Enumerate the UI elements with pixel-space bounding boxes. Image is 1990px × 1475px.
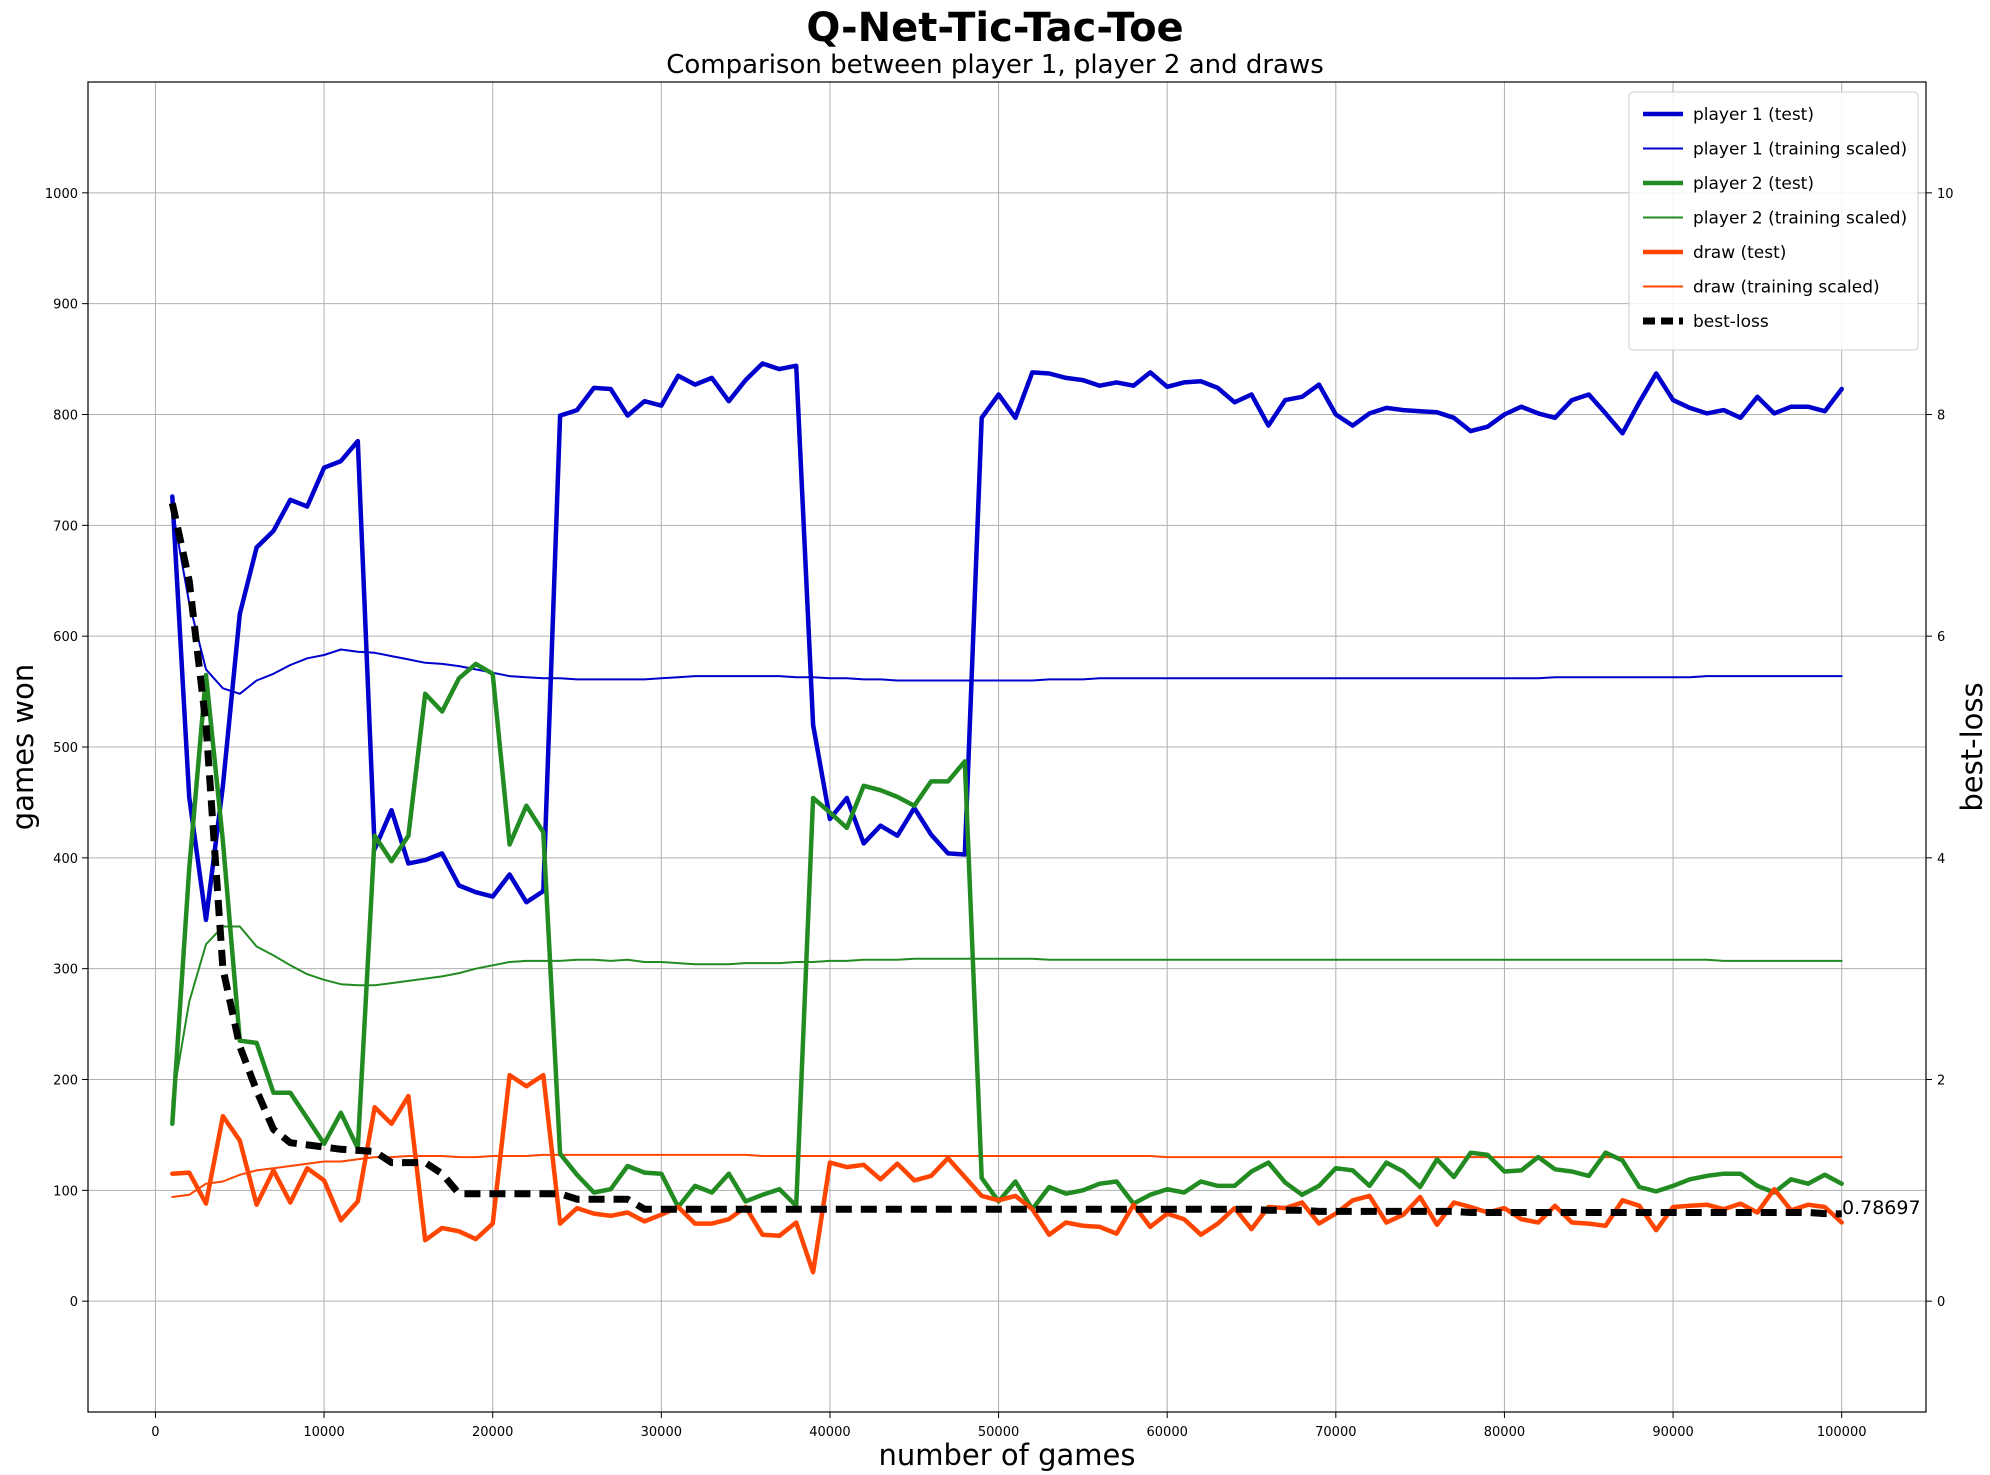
y2-tick-label: 2 [1937, 1074, 1945, 1089]
series-line [170, 661, 1844, 1212]
series-line [170, 361, 1844, 923]
x-axis-label: number of games [879, 1438, 1136, 1472]
y2-tick-label: 0 [1937, 1295, 1945, 1310]
y-tick-label: 100 [53, 1184, 78, 1199]
legend-box [1628, 91, 1919, 351]
legend-label: player 1 (training scaled) [1693, 140, 1907, 160]
y2-axis-ticks: 0 2 4 6 8 10 [1926, 187, 1954, 1310]
y-tick-label: 800 [53, 409, 78, 424]
y-tick-label: 600 [53, 630, 78, 645]
y2-tick-label: 6 [1937, 630, 1945, 645]
series-line [171, 925, 1843, 1103]
y2-axis-label: best-loss [1955, 682, 1989, 811]
x-tick-label: 60000 [1147, 1425, 1188, 1440]
x-axis-ticks: 0 10000 20000 30000 40000 50000 60000 70000 8000… [151, 1412, 1867, 1440]
x-tick-label: 10000 [303, 1425, 344, 1440]
legend-label: player 1 (test) [1693, 105, 1814, 125]
x-tick-label: 80000 [1484, 1425, 1525, 1440]
x-tick-label: 50000 [978, 1425, 1019, 1440]
x-tick-label: 90000 [1652, 1425, 1693, 1440]
legend-label: draw (test) [1693, 243, 1786, 263]
y2-tick-label: 8 [1937, 409, 1945, 424]
y-axis-label: games won [6, 664, 40, 830]
plot-series [168, 361, 1844, 1275]
y-tick-label: 200 [53, 1074, 78, 1089]
legend-label: draw (training scaled) [1693, 278, 1880, 298]
series-line [171, 507, 1843, 695]
chart-subtitle: Comparison between player 1, player 2 an… [666, 50, 1324, 80]
legend-label: player 2 (test) [1693, 174, 1814, 194]
y-axis-ticks: 0 100 200 300 400 500 600 700 800 900 1000 [45, 187, 88, 1310]
y-tick-label: 1000 [45, 187, 78, 202]
x-tick-label: 100000 [1817, 1425, 1867, 1440]
y2-tick-label: 10 [1937, 187, 1954, 202]
y-tick-label: 400 [53, 852, 78, 867]
x-tick-label: 0 [151, 1425, 159, 1440]
x-tick-label: 20000 [472, 1425, 513, 1440]
legend-label: player 2 (training scaled) [1693, 209, 1907, 229]
best-loss-annotation: 0.78697 [1842, 1197, 1921, 1219]
y-tick-label: 500 [53, 741, 78, 756]
x-tick-label: 70000 [1315, 1425, 1356, 1440]
legend-label: best-loss [1693, 312, 1769, 332]
series-line [168, 502, 1842, 1218]
y-tick-label: 900 [53, 298, 78, 313]
y2-tick-label: 4 [1937, 852, 1945, 867]
x-tick-label: 40000 [809, 1425, 850, 1440]
y-tick-label: 0 [70, 1295, 78, 1310]
x-tick-label: 30000 [641, 1425, 682, 1440]
series-line [171, 1153, 1843, 1198]
y-tick-label: 300 [53, 963, 78, 978]
legend: player 1 (test) player 1 (training scaled… [1628, 91, 1919, 351]
y-tick-label: 700 [53, 519, 78, 534]
chart-title: Q-Net-Tic-Tac-Toe [806, 5, 1183, 51]
